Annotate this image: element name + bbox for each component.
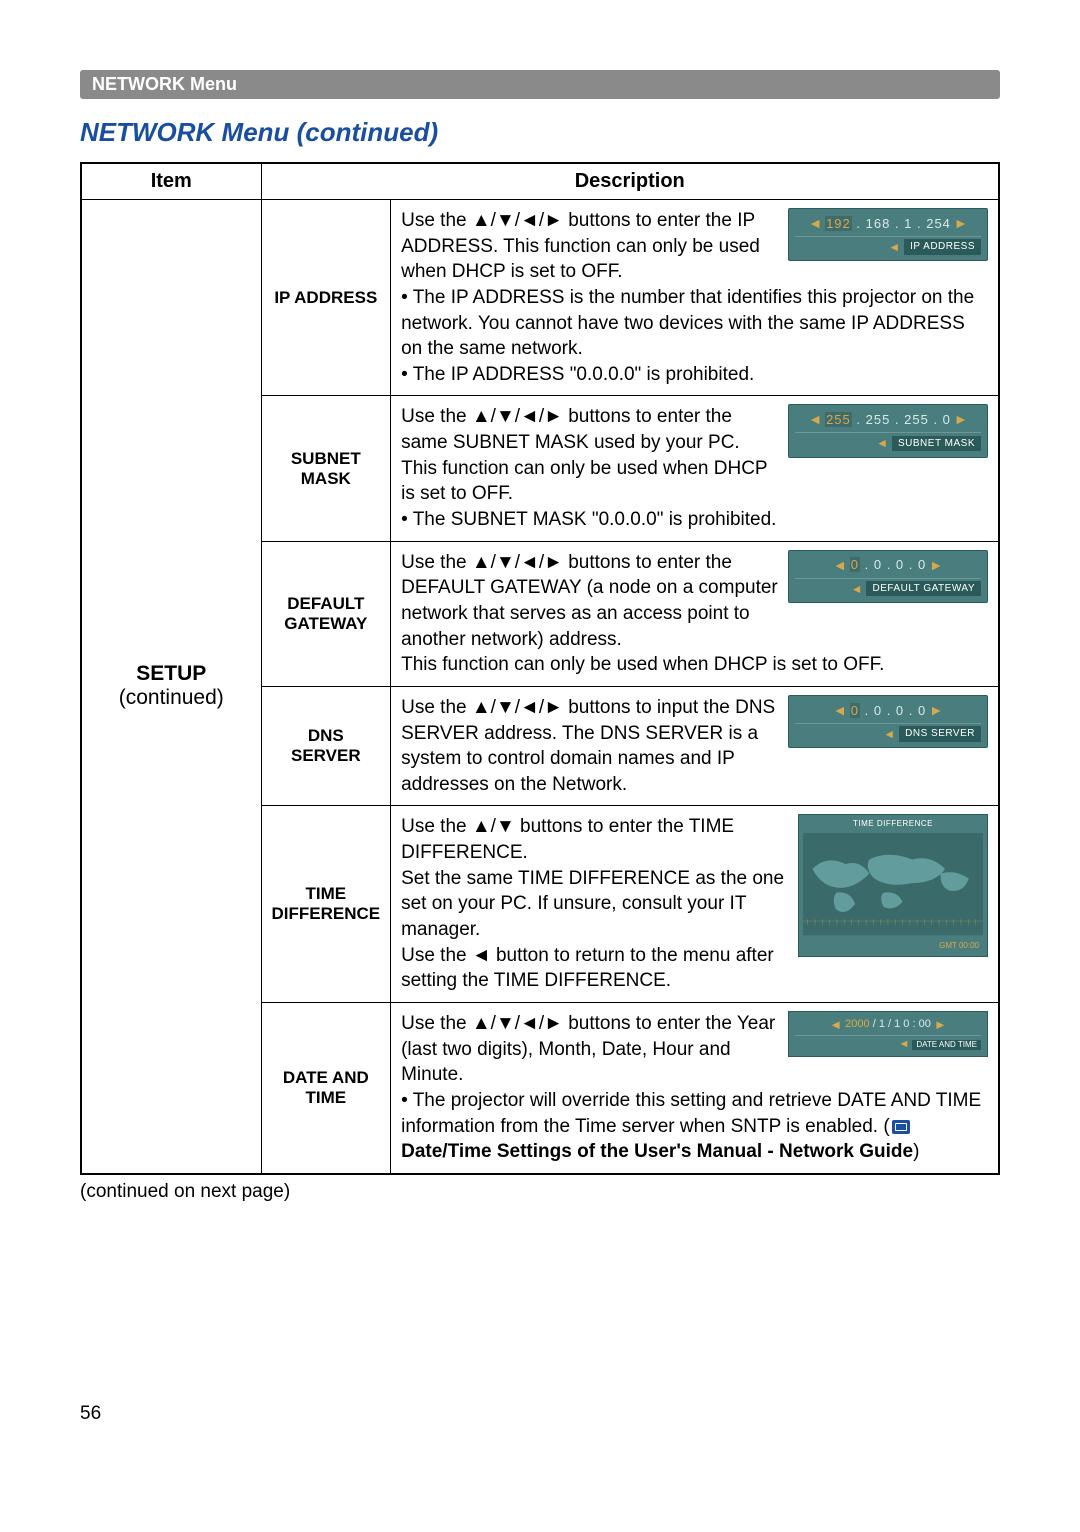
desc-4: Use the ▲/▼ buttons to enter the TIME DI… xyxy=(391,806,999,1002)
osd-date-time: ◄2000 / 1 / 1 0 : 00► ◄DATE AND TIME xyxy=(788,1011,988,1057)
col-item: Item xyxy=(81,163,261,200)
book-icon xyxy=(892,1120,910,1134)
setup-cell: SETUP (continued) xyxy=(81,200,261,1174)
subitem-3: DNS SERVER xyxy=(261,686,391,806)
subitem-0: IP ADDRESS xyxy=(261,200,391,396)
osd-time-diff: TIME DIFFERENCE GMT 00:00 xyxy=(798,814,988,957)
osd-preview: ◄ 0 . 0 . 0 . 0 ► ◄DNS SERVER xyxy=(788,695,988,748)
settings-table: Item Description SETUP (continued) IP AD… xyxy=(80,162,1000,1175)
header-bar: NETWORK Menu xyxy=(80,70,1000,99)
subitem-5: DATE AND TIME xyxy=(261,1002,391,1173)
desc-5: Use the ▲/▼/◄/► buttons to enter the Yea… xyxy=(391,1002,999,1173)
subitem-2: DEFAULT GATEWAY xyxy=(261,541,391,686)
continued-note: (continued on next page) xyxy=(80,1181,1000,1203)
subitem-1: SUBNET MASK xyxy=(261,396,391,541)
osd-preview: ◄ 0 . 0 . 0 . 0 ► ◄DEFAULT GATEWAY xyxy=(788,550,988,603)
osd-preview: ◄ 192 . 168 . 1 . 254 ► ◄IP ADDRESS xyxy=(788,208,988,261)
desc-2: Use the ▲/▼/◄/► buttons to enter the DEF… xyxy=(391,541,999,686)
desc-0: Use the ▲/▼/◄/► buttons to enter the IP … xyxy=(391,200,999,396)
section-title: NETWORK Menu (continued) xyxy=(80,117,1000,148)
osd-preview: ◄ 255 . 255 . 255 . 0 ► ◄SUBNET MASK xyxy=(788,404,988,457)
page-number: 56 xyxy=(80,1403,1000,1425)
subitem-4: TIME DIFFERENCE xyxy=(261,806,391,1002)
desc-1: Use the ▲/▼/◄/► buttons to enter the sam… xyxy=(391,396,999,541)
col-description: Description xyxy=(261,163,999,200)
desc-3: Use the ▲/▼/◄/► buttons to input the DNS… xyxy=(391,686,999,806)
